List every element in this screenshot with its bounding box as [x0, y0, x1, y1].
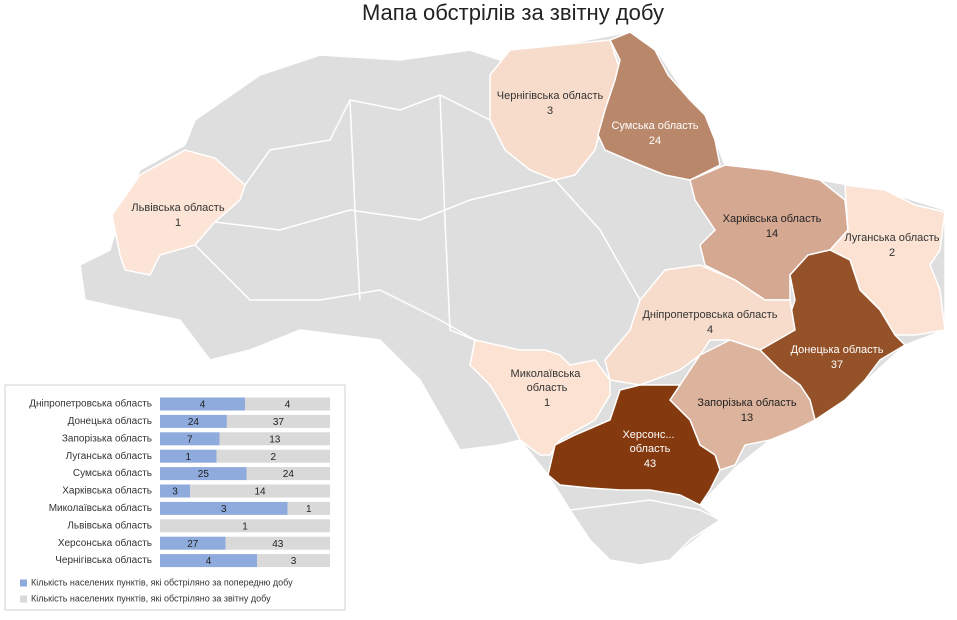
bar-segment: [160, 432, 220, 446]
chart: Дніпропетровська область 4 4 Донецька облас…: [20, 397, 330, 603]
bar-label: 24: [188, 417, 200, 428]
bar-label: 1: [186, 452, 192, 463]
legend-label: Кількість населених пунктів, які обстріл…: [31, 593, 271, 603]
bar-label: 43: [272, 539, 284, 550]
region-name: Дніпропетровська область: [642, 309, 777, 321]
border-lines: [554, 179, 641, 301]
category-label: Луганська область: [66, 450, 152, 462]
region-name: Чернігівська область: [497, 90, 604, 102]
bar-segment: [160, 554, 258, 568]
region-value: 14: [766, 228, 778, 240]
legend-swatch: [20, 595, 27, 603]
region-name: Запорізька область: [697, 397, 796, 409]
bar-label: 27: [187, 539, 199, 550]
category-label: Дніпропетровська область: [29, 398, 152, 410]
bar-segment: [245, 397, 330, 411]
border-lines: [214, 179, 556, 231]
bar-segment: [160, 501, 288, 515]
bar-label: 24: [283, 469, 295, 480]
category-label: Харківська область: [62, 485, 152, 497]
bar-segment: [160, 414, 227, 428]
bar-segment: [160, 397, 245, 411]
region-name: Луганська область: [845, 232, 940, 244]
bar-segment: [160, 467, 247, 481]
border-lines: [194, 244, 476, 341]
bar-label: 1: [242, 521, 248, 532]
bar-segment: [287, 501, 330, 515]
bar-segment: [160, 519, 330, 533]
category-label: Запорізька область: [62, 432, 152, 444]
bar-label: 13: [269, 434, 281, 445]
category-label: Донецька область: [68, 415, 152, 427]
region-value: 24: [649, 135, 661, 147]
bar-label: 3: [291, 556, 297, 567]
border-lines: [349, 99, 361, 301]
region-value: 43: [644, 458, 656, 470]
region-name: Харківська область: [723, 213, 822, 225]
bar-label: 3: [221, 504, 227, 515]
bar-segment: [246, 467, 330, 481]
bar-segment: [226, 414, 330, 428]
bar-segment: [160, 536, 226, 550]
bar-label: 3: [172, 487, 178, 498]
bar-label: 25: [198, 469, 210, 480]
category-label: Миколаївська область: [49, 502, 152, 514]
bar-segment: [216, 449, 330, 463]
bar-label: 2: [271, 452, 277, 463]
region-name: Херсонс... область: [622, 429, 677, 455]
bar-segment: [225, 536, 330, 550]
category-label: Сумська область: [73, 467, 152, 479]
category-label: Чернігівська область: [55, 554, 152, 566]
region-value: 4: [707, 324, 713, 336]
bar-label: 4: [285, 400, 291, 411]
region-value: 3: [547, 105, 553, 117]
region: [489, 39, 621, 181]
region: [547, 384, 721, 506]
bar-label: 7: [187, 434, 193, 445]
region-value: 1: [175, 217, 181, 229]
region-value: 1: [544, 397, 550, 409]
bar-label: 4: [200, 400, 206, 411]
region-name: Сумська область: [611, 120, 698, 132]
bar-segment: [257, 554, 330, 568]
bar-segment: [160, 484, 190, 498]
bar-label: 14: [254, 487, 266, 498]
region: [469, 339, 611, 456]
region-name: Миколаївська область: [511, 368, 584, 394]
bar-label: 37: [273, 417, 285, 428]
category-label: Львівська область: [67, 519, 152, 531]
bar-segment: [219, 432, 330, 446]
region-value: 2: [889, 247, 895, 259]
region-name: Львівська область: [131, 202, 224, 214]
region-value: 13: [741, 412, 753, 424]
bar-label: 4: [206, 556, 212, 567]
category-label: Херсонська область: [58, 537, 152, 549]
border-lines: [439, 94, 476, 341]
legend-swatch: [20, 579, 27, 587]
region: [111, 149, 246, 276]
legend-label: Кількість населених пунктів, які обстріл…: [31, 577, 293, 587]
bar-label: 1: [306, 504, 312, 515]
regions: Львівська область 1 Чернігівська область 3 С…: [111, 31, 946, 506]
bar-segment: [160, 449, 217, 463]
title: Мапа обстрілів за звітну добу: [362, 0, 664, 25]
bar-segment: [190, 484, 330, 498]
region-value: 37: [831, 359, 843, 371]
crimea: [568, 499, 722, 566]
region-name: Донецька область: [791, 344, 884, 356]
